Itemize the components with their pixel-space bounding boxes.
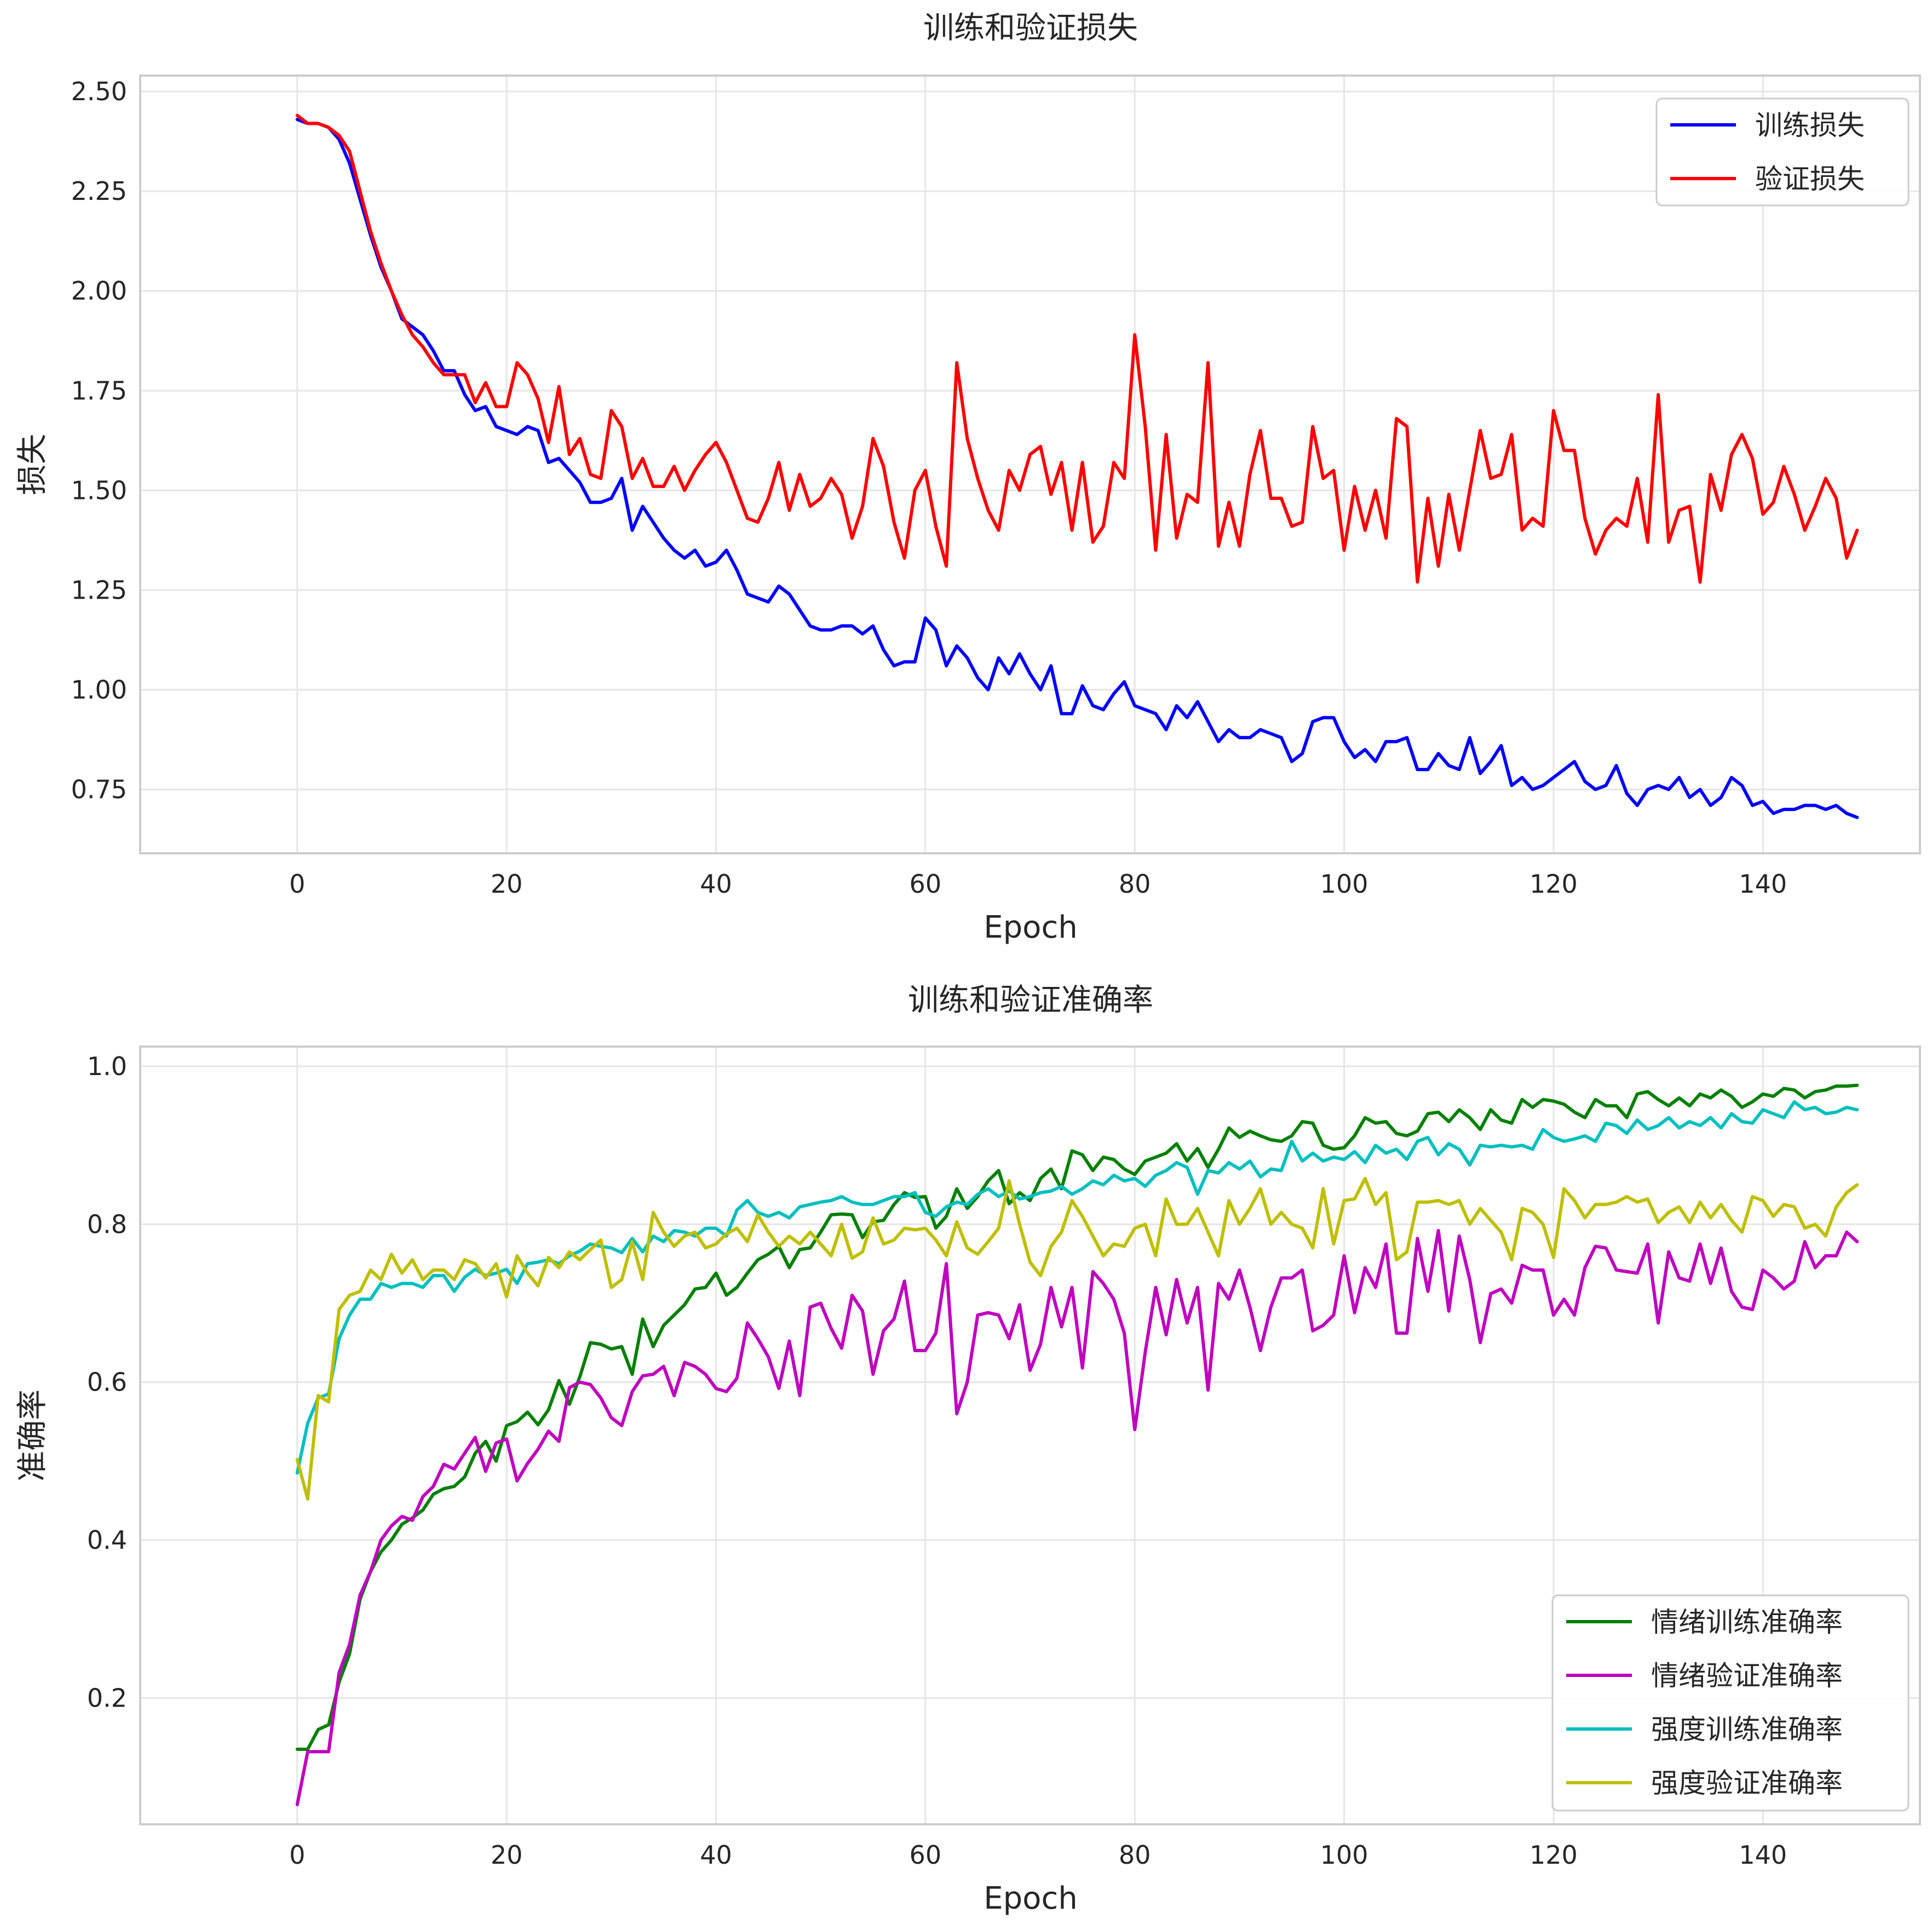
loss-plot-frame bbox=[139, 74, 1921, 854]
accuracy-chart: 训练和验证准确率 0 20 40 60 80 100 120 140 0.2 0.4 0.6 0.8… bbox=[15, 983, 1921, 1916]
accuracy-x-tick-label: 40 bbox=[700, 1840, 732, 1870]
accuracy-y-tick-labels: 0.2 0.4 0.6 0.8 1.0 bbox=[87, 1052, 127, 1713]
loss-x-tick-labels: 0 20 40 60 80 100 120 140 bbox=[289, 869, 1787, 899]
accuracy-plot-frame bbox=[139, 1046, 1921, 1825]
accuracy-x-tick-labels: 0 20 40 60 80 100 120 140 bbox=[289, 1840, 1787, 1870]
loss-x-tick-label: 60 bbox=[910, 869, 942, 899]
loss-x-tick-label: 120 bbox=[1530, 869, 1578, 899]
accuracy-y-tick-label: 0.4 bbox=[87, 1525, 127, 1555]
loss-x-tick-label: 40 bbox=[700, 869, 732, 899]
loss-x-tick-label: 20 bbox=[491, 869, 523, 899]
loss-y-tick-label: 2.00 bbox=[71, 276, 127, 306]
loss-legend-label-1: 训练损失 bbox=[1755, 110, 1865, 141]
loss-y-tick-label: 0.75 bbox=[71, 774, 127, 804]
loss-x-axis-label: Epoch bbox=[984, 910, 1077, 945]
accuracy-y-tick-label: 0.8 bbox=[87, 1209, 127, 1239]
accuracy-x-tick-label: 140 bbox=[1739, 1840, 1787, 1870]
loss-legend-label-2: 验证损失 bbox=[1755, 163, 1865, 195]
loss-y-tick-label: 1.25 bbox=[71, 575, 127, 605]
accuracy-legend-label-1: 情绪训练准确率 bbox=[1651, 1606, 1843, 1638]
loss-x-tick-label: 140 bbox=[1739, 869, 1787, 899]
loss-y-tick-labels: 0.75 1.00 1.25 1.50 1.75 2.00 2.25 2.50 bbox=[71, 77, 127, 804]
loss-y-tick-label: 1.00 bbox=[71, 675, 127, 704]
loss-x-tick-label: 100 bbox=[1320, 869, 1369, 899]
accuracy-legend-label-4: 强度验证准确率 bbox=[1651, 1767, 1843, 1799]
accuracy-x-tick-label: 20 bbox=[491, 1840, 523, 1870]
accuracy-x-tick-label: 60 bbox=[910, 1840, 942, 1870]
accuracy-x-tick-label: 80 bbox=[1119, 1840, 1151, 1870]
accuracy-series-line-3 bbox=[295, 1100, 1859, 1475]
accuracy-y-tick-label: 0.2 bbox=[87, 1683, 127, 1713]
accuracy-legend-label-2: 情绪验证准确率 bbox=[1651, 1660, 1843, 1692]
accuracy-series-layer bbox=[295, 1083, 1859, 1806]
loss-x-tick-label: 80 bbox=[1119, 869, 1151, 899]
accuracy-series-line-1 bbox=[295, 1083, 1859, 1751]
accuracy-x-tick-label: 0 bbox=[289, 1840, 305, 1870]
accuracy-series-line-4 bbox=[295, 1176, 1859, 1501]
loss-series-line-2 bbox=[295, 113, 1859, 584]
loss-series-layer bbox=[295, 113, 1859, 819]
accuracy-legend-box bbox=[1551, 1594, 1910, 1812]
accuracy-x-tick-label: 120 bbox=[1530, 1840, 1578, 1870]
loss-chart: 训练和验证损失 0 20 40 60 80 100 120 140 0.75 1.00 1.25 1… bbox=[15, 10, 1921, 945]
loss-y-tick-label: 1.75 bbox=[71, 376, 127, 405]
loss-series-line-1 bbox=[295, 118, 1859, 819]
accuracy-series-line-2 bbox=[295, 1228, 1859, 1806]
accuracy-legend-label-3: 强度训练准确率 bbox=[1651, 1714, 1843, 1745]
accuracy-y-tick-label: 1.0 bbox=[87, 1052, 127, 1081]
accuracy-grid bbox=[140, 1047, 1920, 1824]
accuracy-y-tick-label: 0.6 bbox=[87, 1368, 127, 1397]
accuracy-y-axis-label: 准确率 bbox=[15, 1389, 50, 1481]
loss-grid bbox=[140, 76, 1920, 853]
loss-y-tick-label: 2.50 bbox=[71, 77, 127, 106]
loss-y-axis-label: 损失 bbox=[15, 434, 50, 495]
accuracy-x-tick-label: 100 bbox=[1320, 1840, 1369, 1870]
loss-x-tick-label: 0 bbox=[289, 869, 305, 899]
loss-y-tick-label: 2.25 bbox=[71, 176, 127, 206]
loss-y-tick-label: 1.50 bbox=[71, 475, 127, 505]
accuracy-chart-title: 训练和验证准确率 bbox=[908, 983, 1153, 1018]
accuracy-x-axis-label: Epoch bbox=[984, 1881, 1077, 1916]
loss-chart-title: 训练和验证损失 bbox=[923, 10, 1138, 46]
